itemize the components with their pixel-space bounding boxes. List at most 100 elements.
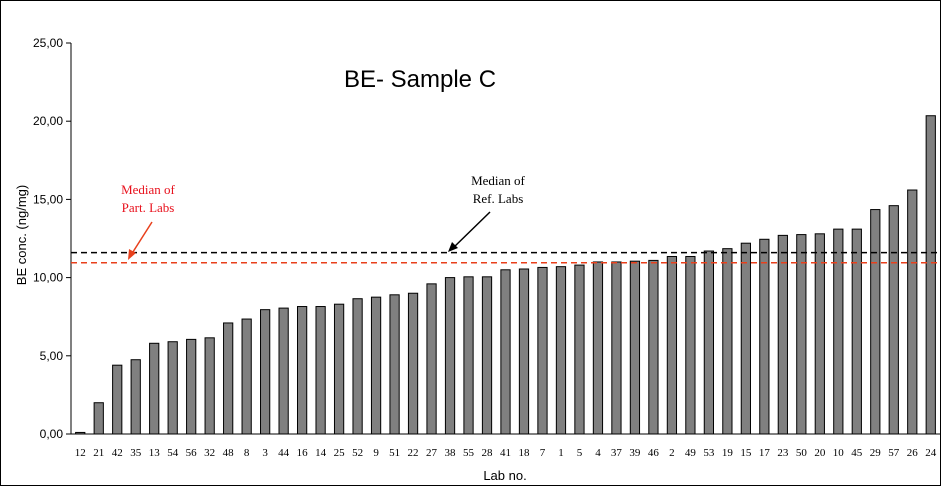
x-tick-label: 16 <box>297 447 309 459</box>
bar-29 <box>870 209 881 435</box>
x-tick-label: 8 <box>244 447 250 459</box>
y-tick-label: 5,00 <box>40 349 64 363</box>
bar-39 <box>629 260 641 435</box>
bar-56 <box>186 338 197 435</box>
y-axis-label: BE conc. (ng/mg) <box>14 185 29 285</box>
x-tick-label: 13 <box>149 447 161 459</box>
bar-2 <box>666 255 678 435</box>
x-tick-label: 29 <box>870 447 882 459</box>
bar-44 <box>278 307 289 435</box>
x-axis-label: Lab no. <box>483 468 526 483</box>
bar-37 <box>611 261 622 435</box>
bar-52 <box>352 298 363 435</box>
annotation-part-labs-arrowhead <box>128 249 136 260</box>
x-tick-label: 28 <box>482 447 494 459</box>
x-tick-label: 19 <box>722 447 734 459</box>
bar-14 <box>315 306 326 435</box>
bars <box>75 115 936 435</box>
bar-45 <box>851 228 862 435</box>
x-tick-label: 51 <box>389 447 400 459</box>
bar-3 <box>260 309 271 435</box>
x-tick-label: 18 <box>518 447 530 459</box>
bar-35 <box>130 359 141 435</box>
bar-51 <box>389 294 400 435</box>
bar-38 <box>444 277 456 435</box>
annotation-ref-labs-arrowhead <box>448 242 458 252</box>
y-tick-label: 10,00 <box>33 271 63 285</box>
x-tick-label: 14 <box>315 447 327 459</box>
bar-50 <box>796 234 807 435</box>
bar-16 <box>296 306 308 435</box>
x-tick-label: 21 <box>93 447 104 459</box>
x-tick-label: 32 <box>204 447 215 459</box>
bar-49 <box>685 255 696 435</box>
bar-10 <box>833 228 844 435</box>
bar-54 <box>167 341 178 435</box>
x-tick-label: 3 <box>262 447 268 459</box>
bar-42 <box>112 364 123 435</box>
bar-32 <box>204 337 215 435</box>
bar-28 <box>481 276 493 435</box>
bar-26 <box>907 189 918 435</box>
bar-19 <box>722 248 733 435</box>
annotation-ref-labs-arrow <box>451 211 491 250</box>
x-tick-label: 39 <box>629 447 641 459</box>
chart-title: BE- Sample C <box>344 66 496 93</box>
x-tick-label: 1 <box>558 447 564 459</box>
annotation-part-labs-line2: Part. Labs <box>122 200 175 215</box>
bar-18 <box>518 268 530 435</box>
x-tick-label: 10 <box>833 447 845 459</box>
x-tick-label: 15 <box>740 447 752 459</box>
x-tick-label: 44 <box>278 447 290 459</box>
x-tick-label: 48 <box>223 447 235 459</box>
annotation-ref-labs-line1: Median of <box>471 173 525 188</box>
x-tick-label: 7 <box>540 447 546 459</box>
y-tick-label: 25,00 <box>33 36 63 50</box>
x-tick-label: 57 <box>888 447 900 459</box>
bar-46 <box>648 259 659 435</box>
bar-4 <box>592 261 604 435</box>
bar-7 <box>537 266 548 435</box>
x-tick-label: 12 <box>75 447 86 459</box>
x-tick-label: 9 <box>373 447 379 459</box>
bar-13 <box>149 342 160 435</box>
x-tick-label: 52 <box>352 447 363 459</box>
bar-27 <box>426 283 437 435</box>
x-tick-label: 24 <box>925 447 937 459</box>
x-tick-label: 20 <box>814 447 826 459</box>
bar-57 <box>888 205 899 435</box>
x-tick-label: 35 <box>130 447 142 459</box>
x-tick-label: 38 <box>445 447 457 459</box>
bar-5 <box>574 264 585 435</box>
x-tick-label: 50 <box>796 447 808 459</box>
x-tick-label: 55 <box>463 447 475 459</box>
x-tick-label: 56 <box>186 447 198 459</box>
x-tick-label: 26 <box>907 447 919 459</box>
y-ticks: 0,00 5,00 10,00 15,00 20,00 25,00 <box>33 36 71 441</box>
bar-9 <box>370 296 382 435</box>
bar-20 <box>814 233 825 435</box>
bar-53 <box>703 250 715 435</box>
x-tick-label: 46 <box>648 447 660 459</box>
bar-12 <box>75 431 86 435</box>
x-tick-label: 41 <box>500 447 511 459</box>
bar-55 <box>463 276 474 435</box>
bar-15 <box>740 242 751 435</box>
y-tick-label: 20,00 <box>33 114 63 128</box>
x-tick-label: 4 <box>595 447 601 459</box>
annotation-part-labs-arrow <box>130 221 153 256</box>
bar-22 <box>407 292 419 435</box>
x-tick-labels: 12 21 42 35 13 54 56 32 48 8 3 44 16 14 25 52 9 51 22 27 38 5… <box>75 447 937 459</box>
x-tick-label: 45 <box>851 447 863 459</box>
x-tick-label: 42 <box>112 447 123 459</box>
x-tick-label: 37 <box>611 447 623 459</box>
x-tick-label: 53 <box>703 447 715 459</box>
bar-23 <box>777 234 788 435</box>
x-tick-label: 17 <box>759 447 771 459</box>
x-tick-label: 49 <box>685 447 697 459</box>
x-tick-label: 2 <box>669 447 675 459</box>
x-tick-label: 5 <box>577 447 583 459</box>
bar-8 <box>241 318 252 435</box>
reference-lines <box>71 251 940 264</box>
